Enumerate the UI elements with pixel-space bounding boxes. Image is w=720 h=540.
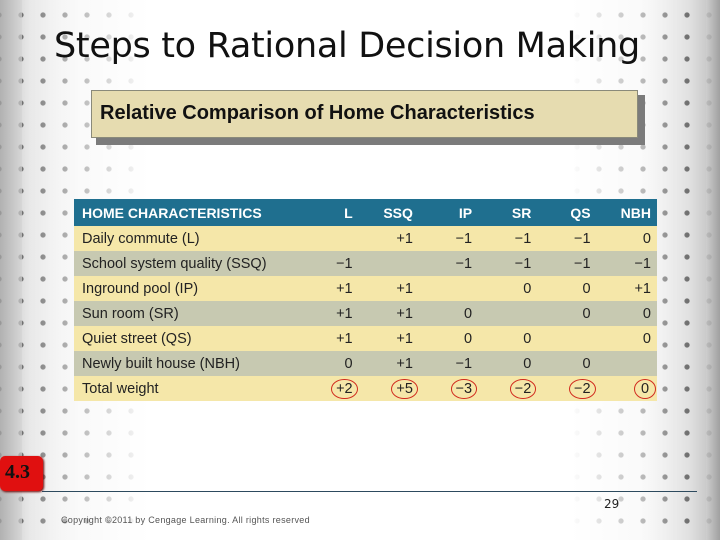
total-cell: +5 <box>358 376 419 401</box>
total-cell: −2 <box>537 376 597 401</box>
circled-total: +2 <box>331 378 358 399</box>
table-row: Sun room (SR) +1 +1 0 0 0 <box>74 301 657 326</box>
table-row: Daily commute (L) +1 −1 −1 −1 0 <box>74 226 657 251</box>
subtitle-text: Relative Comparison of Home Characterist… <box>100 102 535 124</box>
cell: +1 <box>299 326 359 351</box>
cell: 0 <box>299 351 359 376</box>
cell: 0 <box>596 326 657 351</box>
section-badge: 4.3 <box>0 456 43 491</box>
cell <box>299 226 359 251</box>
cell: −1 <box>537 226 597 251</box>
table-row: Newly built house (NBH) 0 +1 −1 0 0 <box>74 351 657 376</box>
cell: −1 <box>418 251 479 276</box>
cell: +1 <box>358 301 419 326</box>
subtitle-box: Relative Comparison of Home Characterist… <box>91 90 638 138</box>
row-label: School system quality (SSQ) <box>74 251 300 276</box>
page-number: 29 <box>604 497 620 511</box>
cell: −1 <box>596 251 657 276</box>
cell <box>358 251 419 276</box>
header-nbh: NBH <box>596 199 657 226</box>
total-cell: 0 <box>596 376 657 401</box>
row-label: Quiet street (QS) <box>74 326 300 351</box>
cell: 0 <box>537 351 597 376</box>
cell: +1 <box>358 351 419 376</box>
cell <box>596 351 657 376</box>
cell: +1 <box>299 301 359 326</box>
cell: −1 <box>299 251 359 276</box>
circled-total: −2 <box>509 378 537 399</box>
header-qs: QS <box>537 199 597 226</box>
cell: −1 <box>418 226 479 251</box>
cell: 0 <box>596 226 657 251</box>
footer-divider <box>42 491 697 492</box>
total-cell: −3 <box>418 376 479 401</box>
circled-total: −2 <box>569 378 596 399</box>
table-row: Quiet street (QS) +1 +1 0 0 0 <box>74 326 657 351</box>
cell <box>478 301 538 326</box>
header-home-characteristics: HOME CHARACTERISTICS <box>74 199 300 226</box>
table-header-row: HOME CHARACTERISTICS L SSQ IP SR QS NBH <box>74 199 657 226</box>
cell: 0 <box>418 326 479 351</box>
total-weight-row: Total weight +2 +5 −3 −2 −2 0 <box>74 376 657 401</box>
cell: 0 <box>537 301 597 326</box>
circled-total: 0 <box>634 378 656 399</box>
cell: 0 <box>418 301 479 326</box>
circled-total: +5 <box>391 378 418 399</box>
cell: +1 <box>596 276 657 301</box>
copyright-notice: Copyright ©2011 by Cengage Learning. All… <box>61 515 310 525</box>
comparison-table: HOME CHARACTERISTICS L SSQ IP SR QS NBH … <box>74 199 657 401</box>
total-cell: −2 <box>478 376 538 401</box>
row-label: Daily commute (L) <box>74 226 300 251</box>
total-cell: +2 <box>299 376 359 401</box>
row-label: Newly built house (NBH) <box>74 351 300 376</box>
header-ssq: SSQ <box>358 199 419 226</box>
cell: −1 <box>418 351 479 376</box>
cell: −1 <box>478 251 538 276</box>
cell: −1 <box>537 251 597 276</box>
cell: −1 <box>478 226 538 251</box>
slide-title: Steps to Rational Decision Making <box>54 26 640 66</box>
cell: 0 <box>478 351 538 376</box>
circled-total: −3 <box>450 378 478 399</box>
header-ip: IP <box>418 199 479 226</box>
row-label: Total weight <box>74 376 300 401</box>
cell: +1 <box>358 276 419 301</box>
header-l: L <box>299 199 359 226</box>
cell: 0 <box>596 301 657 326</box>
cell: 0 <box>478 326 538 351</box>
cell <box>418 276 479 301</box>
cell: +1 <box>358 326 419 351</box>
table-row: Inground pool (IP) +1 +1 0 0 +1 <box>74 276 657 301</box>
header-sr: SR <box>478 199 538 226</box>
cell: +1 <box>299 276 359 301</box>
row-label: Sun room (SR) <box>74 301 300 326</box>
cell: +1 <box>358 226 419 251</box>
row-label: Inground pool (IP) <box>74 276 300 301</box>
table-row: School system quality (SSQ) −1 −1 −1 −1 … <box>74 251 657 276</box>
cell <box>537 326 597 351</box>
cell: 0 <box>537 276 597 301</box>
section-number: 4.3 <box>5 461 30 483</box>
cell: 0 <box>478 276 538 301</box>
